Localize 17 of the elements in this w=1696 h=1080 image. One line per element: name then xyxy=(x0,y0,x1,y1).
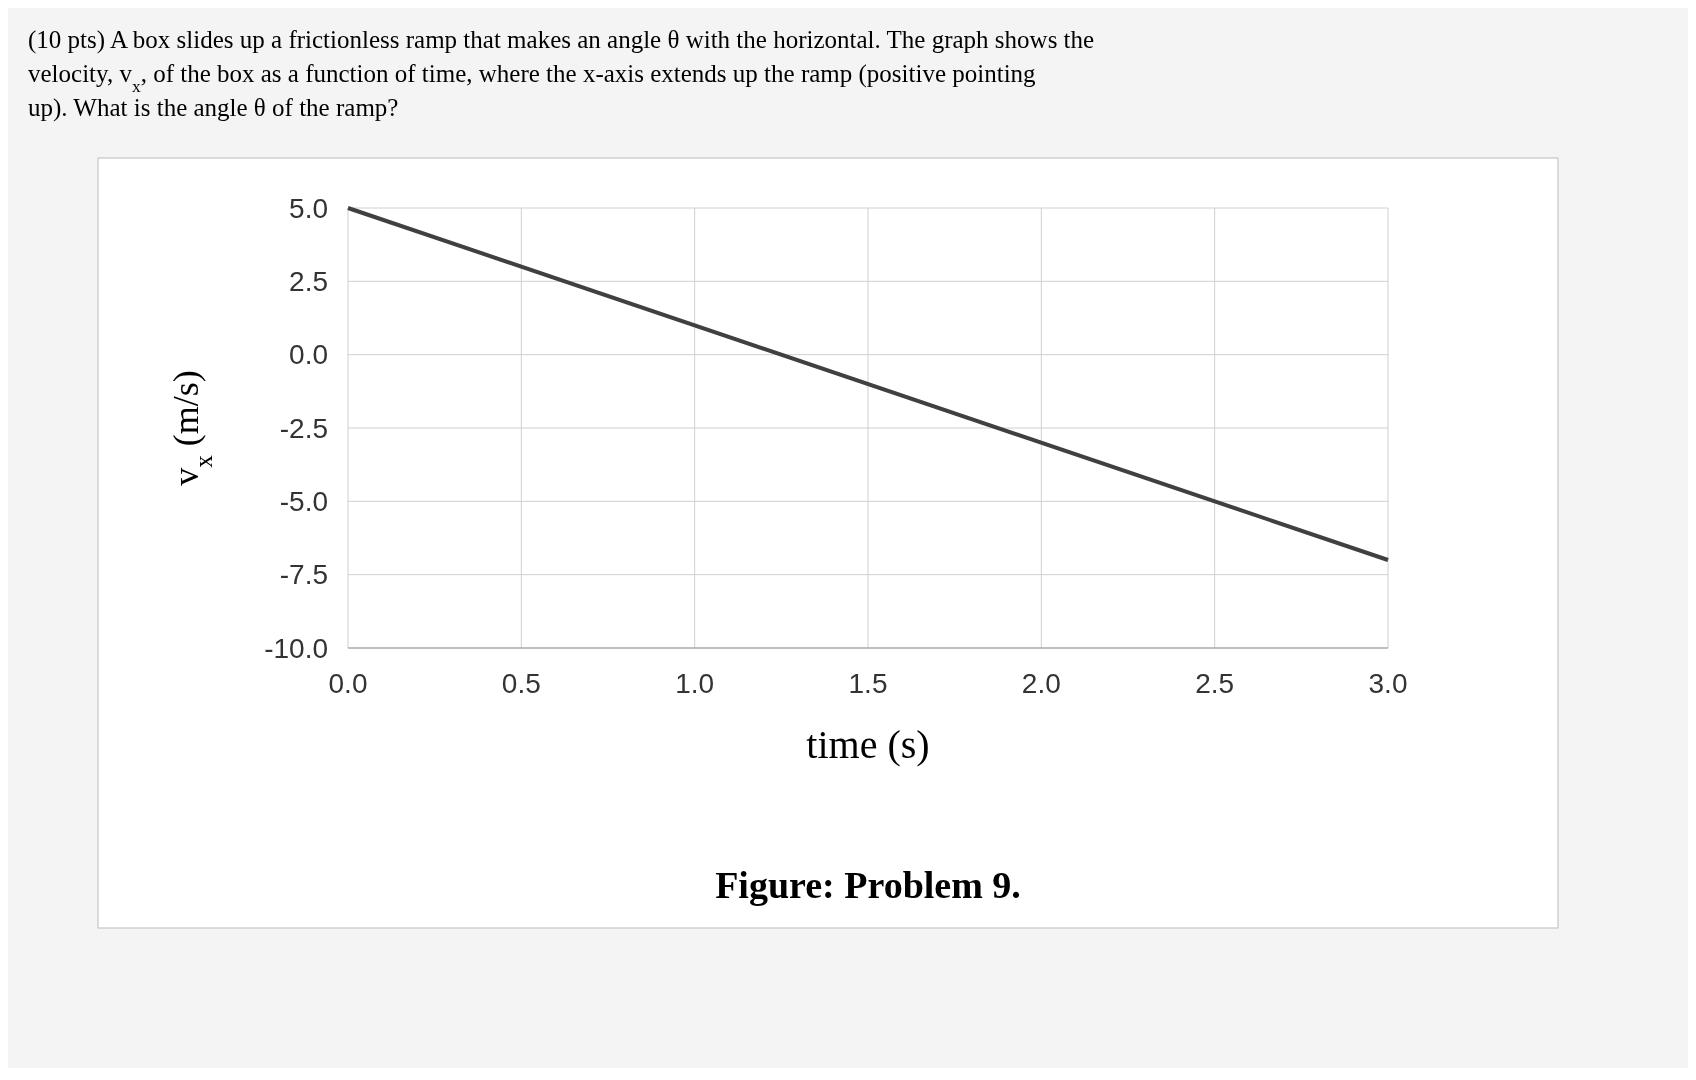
x-tick-label: 1.0 xyxy=(675,668,715,699)
x-axis-title: time (s) xyxy=(806,722,930,767)
chart-title: (10 pts) A box slides up a frictionless ramp that makes an angle θ with the horizontal. The graph shows the velocity, v$_{x}$, of the box as a function of time, where the x-axis extends up the ramp (positive pointing up). What is the angle θ of the ramp? xyxy=(28,26,1095,122)
x-tick-label: 3.0 xyxy=(1368,668,1408,699)
x-tick-label: 0.5 xyxy=(501,668,541,699)
y-tick-label: -5.0 xyxy=(279,486,328,518)
x-tick-label: 0.0 xyxy=(328,668,368,699)
y-tick-label: -10.0 xyxy=(264,632,328,664)
y-tick-label: -7.5 xyxy=(279,559,328,591)
text: Figure: Problem 9. xyxy=(715,864,1021,906)
x-tick-label: 2.0 xyxy=(1021,668,1061,699)
y-tick-label: -2.5 xyxy=(279,412,328,444)
y-tick-label: 5.0 xyxy=(289,192,328,224)
x-tick-label: 2.5 xyxy=(1195,668,1235,699)
y-tick-label: 0.0 xyxy=(289,339,328,371)
x-tick-label: 1.5 xyxy=(848,668,888,699)
y-tick-label: 2.5 xyxy=(289,266,328,298)
